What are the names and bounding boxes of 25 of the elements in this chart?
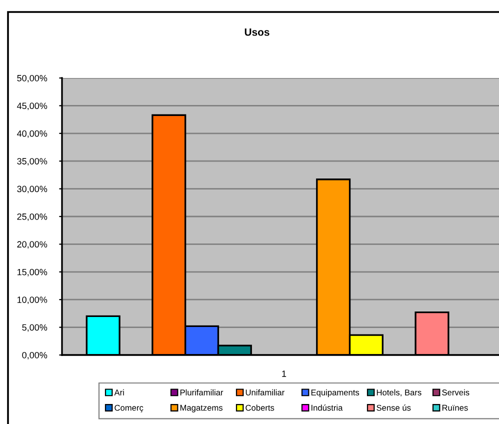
y-tick-label: 45,00% bbox=[17, 102, 48, 110]
y-tick-label: 40,00% bbox=[17, 130, 48, 138]
legend-label: Comerç bbox=[114, 404, 144, 412]
legend-label: Unifamiliar bbox=[246, 389, 284, 396]
legend-label: Equipaments bbox=[311, 389, 360, 398]
legend-label: Ruïnes bbox=[442, 404, 468, 411]
legend-label: Sense ús bbox=[376, 404, 411, 411]
y-tick-label: 50,00% bbox=[17, 74, 48, 82]
legend-label: Serveis bbox=[442, 389, 470, 396]
y-tick-label: 30,00% bbox=[17, 186, 48, 194]
legend-label: Magatzems bbox=[180, 404, 223, 412]
legend-label: Ari bbox=[114, 389, 124, 396]
y-tick-label: 20,00% bbox=[17, 241, 48, 249]
legend-label: Coberts bbox=[246, 404, 274, 411]
y-tick-label: 5,00% bbox=[22, 324, 48, 332]
legend-label: Indústria bbox=[312, 404, 343, 411]
x-tick-label: 1 bbox=[282, 370, 286, 377]
y-tick-label: 15,00% bbox=[17, 268, 48, 276]
chart-title: Usos bbox=[244, 28, 270, 36]
legend-label: Hotels, Bars bbox=[376, 389, 422, 396]
y-tick-label: 35,00% bbox=[17, 158, 48, 166]
legend-label: Plurifamiliar bbox=[180, 389, 224, 396]
y-tick-label: 10,00% bbox=[17, 296, 48, 304]
y-tick-label: 25,00% bbox=[17, 213, 48, 221]
y-tick-label: 0,00% bbox=[22, 352, 48, 360]
